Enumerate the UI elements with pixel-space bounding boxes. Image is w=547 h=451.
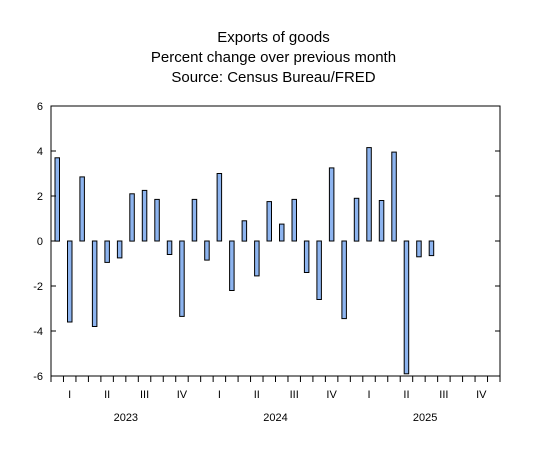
bar: [254, 240, 260, 277]
bar: [116, 240, 123, 259]
chart-title-block: Exports of goods Percent change over pre…: [0, 28, 547, 88]
bar: [241, 220, 248, 242]
quarter-label: IV: [177, 389, 188, 401]
bar: [266, 201, 272, 242]
year-label: 2023: [114, 412, 138, 424]
y-tick-label: -2: [33, 281, 43, 293]
bar: [154, 198, 160, 242]
y-tick-label: -6: [33, 371, 43, 383]
bar: [216, 173, 223, 242]
bar: [378, 200, 385, 242]
bar: [129, 193, 135, 242]
bar: [341, 240, 347, 320]
quarter-label: IV: [326, 389, 337, 401]
chart-subtitle: Percent change over previous month: [150, 49, 397, 66]
bar: [391, 151, 397, 242]
year-label: 2024: [263, 412, 287, 424]
quarter-label: I: [368, 389, 371, 401]
bar: [204, 240, 210, 261]
bar: [291, 198, 297, 242]
y-tick-label: 2: [37, 191, 43, 203]
bar: [229, 240, 235, 291]
bar: [416, 240, 422, 258]
bar: [366, 147, 372, 242]
quarter-label: III: [290, 389, 299, 401]
bar: [403, 240, 410, 375]
bar: [104, 240, 110, 263]
quarter-label: IV: [476, 389, 487, 401]
y-tick-label: 4: [37, 146, 43, 158]
bar-group: [54, 147, 435, 375]
bar: [91, 240, 98, 327]
y-tick-label: -4: [33, 326, 43, 338]
y-tick-label: 0: [37, 236, 43, 248]
bar: [179, 240, 185, 317]
quarter-label: II: [104, 389, 110, 401]
year-label: 2025: [413, 412, 437, 424]
bar: [303, 240, 310, 273]
bar: [353, 197, 360, 242]
bar: [79, 176, 85, 242]
bar: [279, 223, 285, 242]
bar: [67, 240, 73, 323]
y-axis: 6 4 2 0 -2 -4 -6: [33, 101, 500, 383]
bar: [328, 167, 335, 242]
quarter-label: I: [218, 389, 221, 401]
quarter-label: III: [439, 389, 448, 401]
quarter-label: II: [403, 389, 409, 401]
bar: [191, 198, 198, 242]
quarter-label: III: [140, 389, 149, 401]
bar: [428, 240, 435, 257]
quarter-label: II: [254, 389, 260, 401]
bar: [54, 157, 60, 242]
bar: [141, 189, 148, 242]
chart-title: Exports of goods: [217, 29, 330, 46]
quarter-label: I: [68, 389, 71, 401]
chart-source: Source: Census Bureau/FRED: [171, 69, 376, 86]
bar: [166, 240, 173, 255]
bar: [316, 240, 322, 300]
y-tick-label: 6: [37, 101, 43, 113]
